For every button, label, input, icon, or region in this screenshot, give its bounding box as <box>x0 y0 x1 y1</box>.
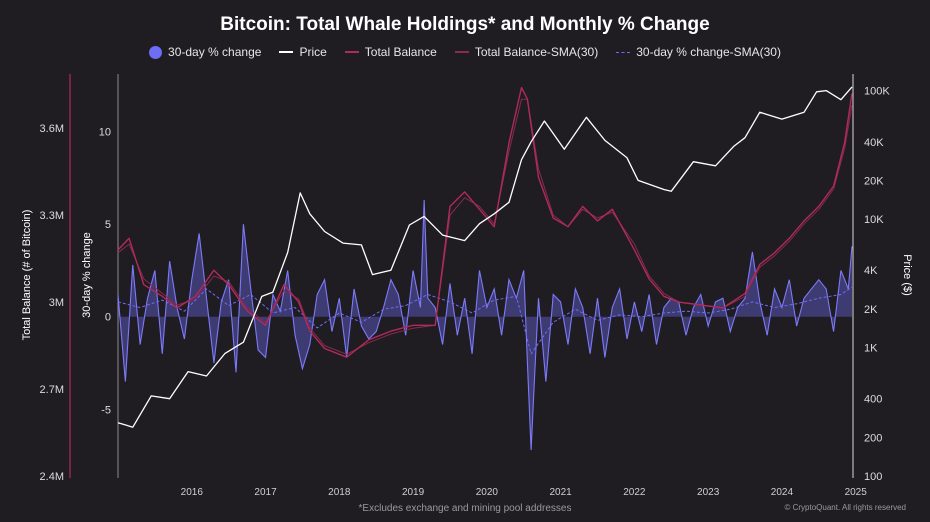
legend-swatch-30-day-change-sma <box>616 51 631 53</box>
change-axis-title: 30-day % change <box>81 232 93 318</box>
x-tick-label: 2025 <box>845 487 868 498</box>
legend-swatch-total-balance <box>344 51 359 53</box>
legend-label-30-day-change: 30-day % change <box>168 45 262 59</box>
legend-item-30-day-change-sma[interactable]: 30-day % change-SMA(30) <box>616 45 781 59</box>
series-line-total-balance <box>117 86 853 358</box>
legend-item-total-balance-sma[interactable]: Total Balance-SMA(30) <box>454 45 599 59</box>
series-area-30-day-change <box>118 200 852 451</box>
x-tick-label: 2024 <box>771 487 794 498</box>
x-tick-label: 2016 <box>181 487 204 498</box>
chart-title: Bitcoin: Total Whale Holdings* and Month… <box>220 14 710 35</box>
balance-tick-label: 3.3M <box>40 210 64 222</box>
balance-tick-label: 3M <box>49 297 64 309</box>
price-tick-label: 100K <box>864 86 890 98</box>
price-tick-label: 100 <box>864 471 882 483</box>
price-tick-label: 40K <box>864 137 884 149</box>
price-tick-label: 10K <box>864 214 884 226</box>
series-line-30-day-change <box>117 200 853 451</box>
legend-item-total-balance[interactable]: Total Balance <box>344 45 437 59</box>
change-tick-label: 10 <box>99 127 111 139</box>
change-tick-label: 5 <box>105 219 111 231</box>
chart-legend: 30-day % change Price Total Balance Tota… <box>0 45 930 59</box>
x-tick-label: 2019 <box>402 487 425 498</box>
price-tick-label: 2K <box>864 304 878 316</box>
legend-label-total-balance: Total Balance <box>364 45 437 59</box>
copyright-credit: © CryptoQuant. All rights reserved <box>784 503 907 512</box>
x-tick-label: 2017 <box>254 487 277 498</box>
balance-tick-label: 3.6M <box>40 123 64 135</box>
x-tick-label: 2022 <box>623 487 646 498</box>
balance-tick-label: 2.4M <box>40 471 64 483</box>
price-axis-title: Price ($) <box>901 254 913 296</box>
series-line-price <box>117 86 853 428</box>
x-tick-label: 2018 <box>328 487 351 498</box>
series-line-total-balance-sma-30 <box>117 98 853 355</box>
change-tick-label: 0 <box>105 312 111 324</box>
balance-tick-label: 2.7M <box>40 384 64 396</box>
legend-label-total-balance-sma: Total Balance-SMA(30) <box>474 45 599 59</box>
price-tick-label: 20K <box>864 175 884 187</box>
legend-item-price[interactable]: Price <box>279 45 327 59</box>
legend-swatch-price <box>279 51 294 53</box>
legend-label-price: Price <box>299 45 327 59</box>
legend-label-30-day-change-sma: 30-day % change-SMA(30) <box>636 45 781 59</box>
price-tick-label: 1K <box>864 343 878 355</box>
x-tick-label: 2021 <box>549 487 572 498</box>
legend-item-30-day-change[interactable]: 30-day % change <box>149 45 261 59</box>
price-tick-label: 400 <box>864 394 882 406</box>
footnote: *Excludes exchange and mining pool addre… <box>358 503 572 514</box>
change-tick-label: -5 <box>101 404 111 416</box>
series-line-30-day-change-sma-30 <box>117 286 853 355</box>
balance-axis-title: Total Balance (# of Bitcoin) <box>21 210 33 341</box>
x-tick-label: 2020 <box>476 487 499 498</box>
x-tick-label: 2023 <box>697 487 720 498</box>
legend-swatch-30-day-change <box>149 45 163 59</box>
legend-swatch-total-balance-sma <box>454 51 469 53</box>
price-tick-label: 200 <box>864 432 882 444</box>
price-tick-label: 4K <box>864 265 878 277</box>
